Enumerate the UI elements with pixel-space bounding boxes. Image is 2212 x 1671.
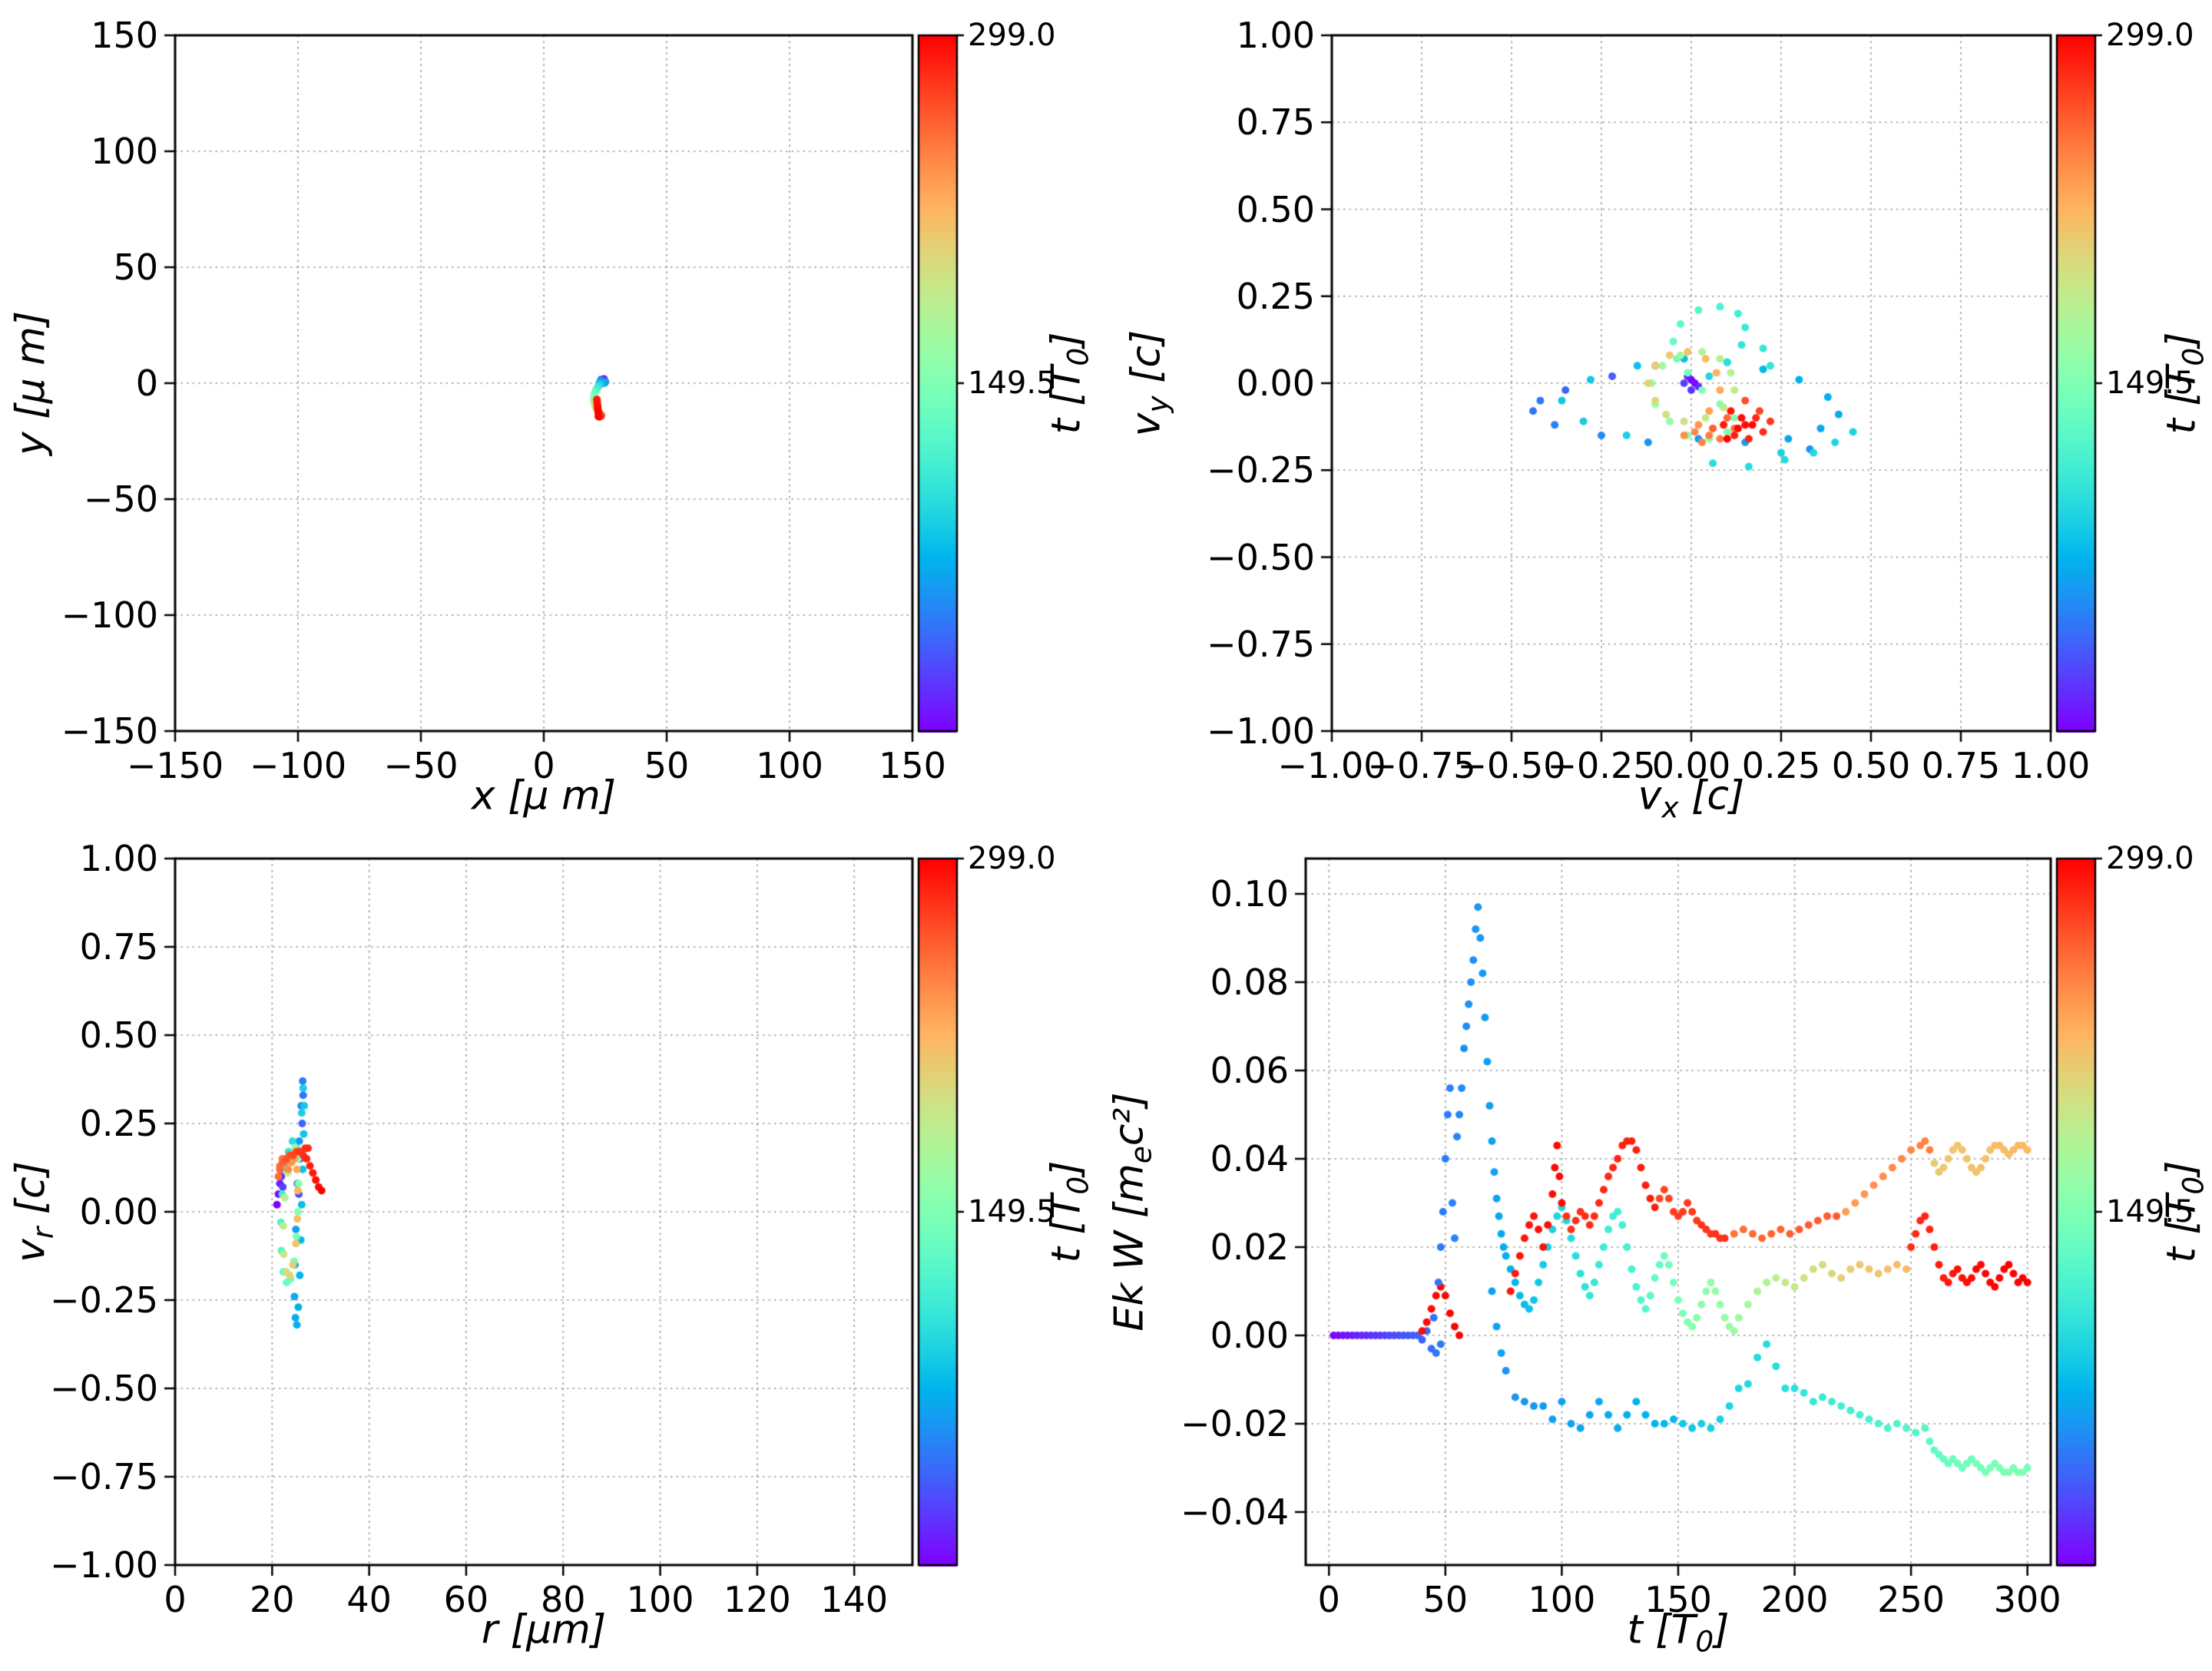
tick-label: 50 <box>644 745 690 786</box>
subplot-xy-ylabel: y [μ m] <box>8 310 55 456</box>
tick-label: −0.50 <box>1457 745 1566 786</box>
tick-label: 0.00 <box>1210 1315 1289 1356</box>
tick-label: −0.25 <box>50 1279 158 1321</box>
tick-label: 0.25 <box>1741 745 1821 786</box>
tick-label: 1.00 <box>79 838 158 879</box>
tick-label: 250 <box>1877 1579 1945 1620</box>
colorbar-tick-label: 299.0 <box>968 841 1056 876</box>
tick-label: 0.02 <box>1210 1226 1289 1268</box>
tick-label: −0.04 <box>1181 1491 1289 1533</box>
colorbar-tick-label: 149.5 <box>968 1194 1056 1229</box>
tick-label: 60 <box>443 1579 489 1620</box>
tick-label: 0.04 <box>1210 1138 1289 1180</box>
tick-label: −150 <box>61 710 158 752</box>
tick-label: 0.25 <box>1236 275 1315 317</box>
tick-label: −0.02 <box>1181 1403 1289 1444</box>
tick-label: 0 <box>135 362 158 404</box>
colorbar-tick-label: 149.5 <box>2106 366 2194 401</box>
subplot-energy-xlabel: t [T0] <box>1627 1606 1730 1659</box>
tick-label: 0.50 <box>79 1014 158 1056</box>
tick-label: −150 <box>126 745 224 786</box>
tick-label: −0.75 <box>50 1456 158 1497</box>
colorbar-tick-label: 299.0 <box>2106 841 2194 876</box>
colorbar-tick-label: 149.5 <box>2106 1194 2194 1229</box>
tick-label: 0.08 <box>1210 961 1289 1003</box>
tick-label: 0.25 <box>79 1103 158 1144</box>
subplot-vxvy-xlabel: vx [c] <box>1637 773 1745 825</box>
tick-label: 0.10 <box>1210 873 1289 915</box>
tick-label: 0.50 <box>1831 745 1911 786</box>
tick-label: 0.75 <box>1921 745 2001 786</box>
colorbar-tick-label: 299.0 <box>2106 18 2194 53</box>
tick-label: −1.00 <box>1207 710 1315 752</box>
tick-label: 100 <box>1528 1579 1596 1620</box>
tick-label: 0 <box>164 1579 187 1620</box>
tick-label: 0.75 <box>79 926 158 968</box>
subplot-rvr-ylabel: vr [c] <box>8 1161 60 1262</box>
tick-label: 0.00 <box>1236 362 1315 404</box>
tick-label: 40 <box>346 1579 392 1620</box>
subplot-energy-ylabel: Ek W [mec²] <box>1106 1092 1158 1332</box>
tick-label: −1.00 <box>50 1544 158 1586</box>
tick-label: −50 <box>383 745 459 786</box>
tick-label: 50 <box>1422 1579 1469 1620</box>
tick-label: 0.75 <box>1236 101 1315 144</box>
tick-label: 200 <box>1760 1579 1829 1620</box>
tick-label: −0.25 <box>1207 449 1315 491</box>
tick-label: 0.00 <box>79 1191 158 1233</box>
tick-label: −0.75 <box>1207 623 1315 665</box>
subplot-rvr-xlabel: r [μm] <box>481 1606 607 1653</box>
tick-label: 1.00 <box>2011 745 2091 786</box>
tick-label: 150 <box>879 745 946 786</box>
tick-label: 0.06 <box>1210 1050 1289 1091</box>
tick-label: 150 <box>1644 1579 1712 1620</box>
tick-label: 0 <box>1317 1579 1340 1620</box>
tick-label: −1.00 <box>1277 745 1386 786</box>
colorbar-tick-label: 149.5 <box>968 366 1056 401</box>
tick-label: 80 <box>540 1579 586 1620</box>
tick-label: −0.75 <box>1367 745 1476 786</box>
subplot-vxvy-ylabel: vy [c] <box>1123 329 1175 437</box>
subplot-xy-xlabel: x [μ m] <box>471 773 617 819</box>
tick-label: 0 <box>532 745 555 786</box>
tick-label: 150 <box>91 15 158 56</box>
tick-label: 50 <box>113 247 158 288</box>
tick-label: −50 <box>83 478 158 520</box>
tick-label: −0.50 <box>1207 536 1315 578</box>
tick-label: 1.00 <box>1236 15 1315 56</box>
tick-label: −0.25 <box>1547 745 1656 786</box>
tick-label: −100 <box>61 594 158 636</box>
tick-label: 100 <box>91 131 158 172</box>
tick-label: 100 <box>756 745 823 786</box>
tick-label: 140 <box>820 1579 889 1620</box>
tick-label: 120 <box>723 1579 791 1620</box>
colorbar-tick-label: 299.0 <box>968 18 1056 53</box>
tick-label: 100 <box>626 1579 694 1620</box>
tick-label: 0.50 <box>1236 188 1315 230</box>
tick-label: 300 <box>1993 1579 2061 1620</box>
tick-label: 0.00 <box>1651 745 1731 786</box>
tick-label: 20 <box>250 1579 295 1620</box>
tick-label: −0.50 <box>50 1368 158 1409</box>
tick-label: −100 <box>249 745 347 786</box>
